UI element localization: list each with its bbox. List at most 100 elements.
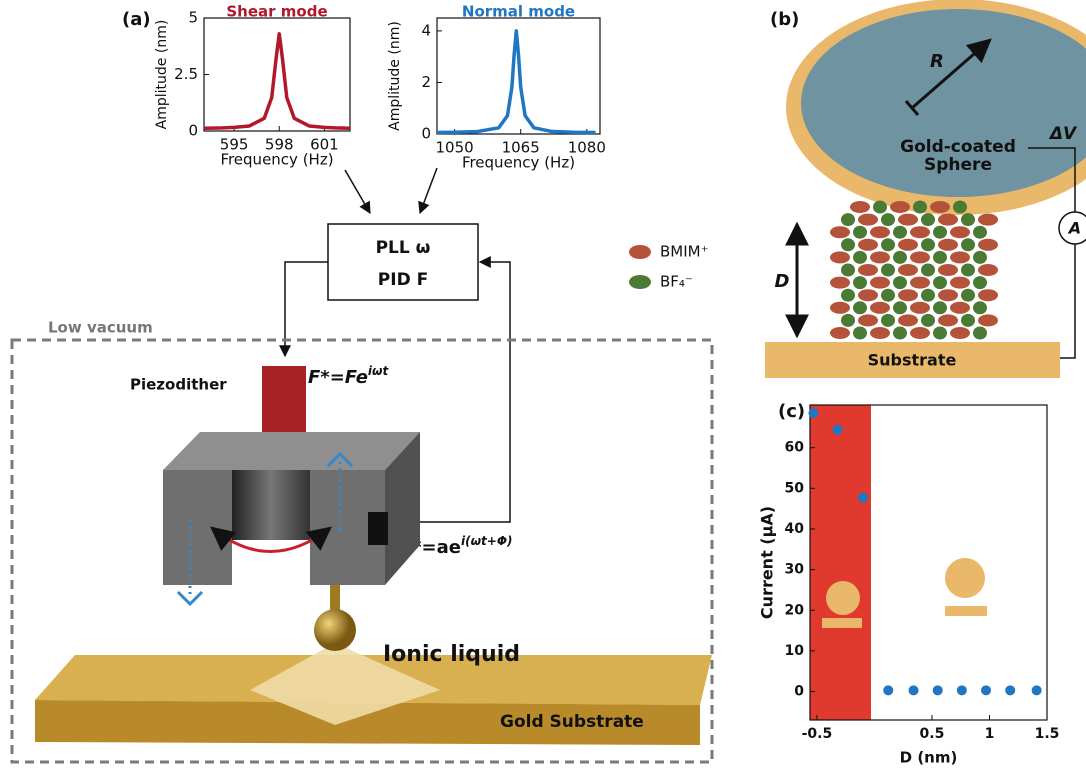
ion [933,301,947,314]
ion [830,251,850,263]
y-tick-label: 50 [785,480,805,496]
data-point [981,685,991,695]
ion [978,214,998,226]
panel-label: (a) [122,9,151,30]
ion [978,289,998,301]
panel-label: (b) [770,9,799,30]
ion [933,276,947,289]
x-axis-label: D (nm) [900,749,958,767]
ion [898,214,918,226]
ion [858,214,878,226]
ion [961,314,975,327]
y-tick-label: 30 [785,562,805,578]
highlight-region [810,405,871,720]
ion [973,251,987,264]
ion [858,314,878,326]
arrow [420,168,437,213]
ion [870,327,890,339]
legend-swatch [629,275,651,289]
arrow [285,262,328,356]
x-axis-label: Frequency (Hz) [220,151,333,169]
ion [853,276,867,289]
ion [841,213,855,226]
ion [913,201,927,214]
x-tick-label: 1.5 [1035,726,1060,742]
panel-label: (c) [778,401,805,422]
data-point [833,425,843,435]
ion [961,213,975,226]
sensor [368,512,388,545]
ion [898,289,918,301]
x-tick-label: 0.5 [920,726,945,742]
ion [961,289,975,302]
equation-base: F*=Fe [308,367,368,388]
force-equation: F*=Feiωt [308,364,389,389]
ion [893,226,907,239]
ion [910,251,930,263]
ion [881,264,895,277]
ion [933,251,947,264]
ion [893,301,907,314]
ion [850,201,870,213]
ion [881,314,895,327]
y-tick-label: 0 [421,125,431,143]
liquid-label: Ionic liquid [383,642,520,667]
ion [961,264,975,277]
cantilever-cavity [232,470,310,540]
equation-exponent: iωt [368,364,390,378]
substrate-label: Substrate [868,351,957,370]
icon [822,618,862,628]
wire [1060,244,1075,358]
y-tick-label: 60 [785,440,805,456]
ion [921,213,935,226]
ion [873,201,887,214]
ion [950,251,970,263]
data-point [808,408,818,418]
data-line [204,34,350,128]
ion [973,226,987,239]
icon [945,606,987,616]
ion [890,201,910,213]
data-point [858,493,868,503]
piezo-label: Piezodither [130,376,227,394]
ion [910,226,930,238]
ion [921,289,935,302]
x-axis-label: Frequency (Hz) [462,154,575,172]
arrow [345,170,370,213]
ion [853,327,867,340]
ion [950,226,970,238]
y-tick-label: 2 [421,73,431,91]
ion [853,301,867,314]
legend-label: BMIM⁺ [660,243,709,261]
ion [870,302,890,314]
ion [893,276,907,289]
ion [938,314,958,326]
ion-layer [830,201,998,340]
legend: BMIM⁺ BF₄⁻ [629,243,709,291]
ion [881,238,895,251]
data-point [883,685,893,695]
voltage-label: ΔV [1048,124,1078,144]
ion [978,314,998,326]
ion [870,226,890,238]
ion [950,327,970,339]
y-axis-label: Amplitude (nm) [154,20,170,130]
ion [858,289,878,301]
ion [910,327,930,339]
chart-title: Normal mode [462,3,575,21]
ion [973,301,987,314]
data-point [1005,685,1015,695]
cantilever-leg [163,470,232,585]
x-tick-label: 1 [985,726,995,742]
radius-label: R [930,51,944,72]
plot-frame [204,18,350,131]
y-tick-label: 2.5 [174,65,198,83]
ion [830,302,850,314]
ion [950,277,970,289]
figure: (a) (b) (c) PLL ω PID F Low vacuum Piezo… [0,0,1086,772]
ion [853,251,867,264]
legend-label: BF₄⁻ [660,273,693,291]
ion [978,264,998,276]
y-tick-label: 0 [794,684,804,700]
ion [830,277,850,289]
